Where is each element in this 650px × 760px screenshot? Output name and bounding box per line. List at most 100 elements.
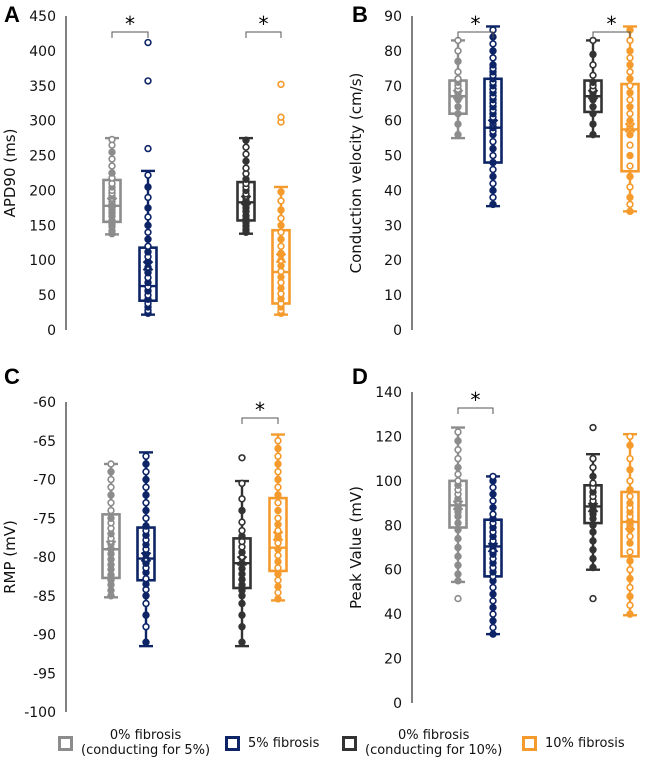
y-axis-label-c: RMP (mV) xyxy=(1,520,19,594)
data-point xyxy=(242,164,250,172)
data-point xyxy=(589,130,597,139)
data-point xyxy=(107,468,115,476)
mean-marker xyxy=(487,542,499,553)
data-point xyxy=(626,109,634,118)
y-tick-label: -60 xyxy=(33,395,56,411)
data-point xyxy=(489,158,497,167)
data-point xyxy=(489,61,497,69)
y-tick-label: 10 xyxy=(384,288,402,304)
data-point xyxy=(107,483,115,491)
mean-marker xyxy=(272,530,284,542)
data-point xyxy=(454,75,462,83)
data-point xyxy=(489,179,497,188)
mean-marker xyxy=(624,520,636,531)
data-point xyxy=(142,623,150,631)
panel-c: C -100 -95 -90 -85 -80 -75 -70 -65 -60 RMP (mV) * xyxy=(1,364,288,721)
data-point xyxy=(274,570,282,578)
y-tick-label: 400 xyxy=(29,44,56,60)
data-point xyxy=(142,514,150,522)
box-group-a-0pct-10 xyxy=(236,136,256,237)
data-point xyxy=(454,109,462,118)
box-group-a-10pct xyxy=(271,80,291,317)
data-point xyxy=(142,468,150,476)
data-point xyxy=(489,583,497,592)
legend-swatch-0pct-10 xyxy=(342,735,357,751)
mean-marker xyxy=(587,89,599,100)
data-point xyxy=(238,611,246,619)
data-point xyxy=(626,75,634,83)
data-point xyxy=(589,36,597,45)
data-point xyxy=(626,200,634,209)
y-tick-label: -85 xyxy=(33,589,56,605)
data-point xyxy=(274,520,282,529)
data-point xyxy=(626,103,634,111)
box-group-d-10pct xyxy=(620,432,640,618)
data-point xyxy=(454,577,462,585)
outlier-point xyxy=(238,454,246,462)
data-point xyxy=(454,470,462,478)
significance-star: * xyxy=(471,12,481,36)
mean-marker xyxy=(487,118,499,130)
panel-label-a: A xyxy=(4,2,20,27)
data-point xyxy=(277,214,285,223)
panel-label-b: B xyxy=(352,2,368,27)
data-point xyxy=(144,193,152,202)
data-point xyxy=(144,183,152,191)
y-tick-label: -100 xyxy=(24,705,56,721)
data-point xyxy=(589,120,597,128)
data-point xyxy=(274,514,282,522)
data-point xyxy=(274,564,282,572)
data-point xyxy=(274,551,282,560)
data-point xyxy=(626,548,634,556)
box-group-a-5pct xyxy=(138,38,158,317)
y-tick-label: 0 xyxy=(393,323,402,339)
data-point xyxy=(242,143,250,151)
data-point xyxy=(142,611,150,619)
data-point xyxy=(489,597,497,605)
data-point xyxy=(589,521,597,529)
data-point xyxy=(142,506,150,515)
y-tick-label: 350 xyxy=(29,79,56,95)
data-point xyxy=(489,623,497,632)
data-point xyxy=(626,492,634,501)
y-tick-label: 20 xyxy=(384,652,402,668)
data-point xyxy=(274,468,282,476)
box-group-c-0pct-10 xyxy=(232,454,252,648)
data-point xyxy=(489,630,497,638)
data-point xyxy=(626,82,634,90)
data-point xyxy=(589,463,597,472)
data-point xyxy=(277,221,285,230)
y-tick-label: 100 xyxy=(29,253,56,269)
data-point xyxy=(626,532,634,541)
mean-marker xyxy=(105,540,117,551)
y-tick-label: -65 xyxy=(33,434,56,450)
data-point xyxy=(489,472,497,481)
data-point xyxy=(144,213,152,221)
significance-bracket xyxy=(457,31,494,38)
data-point xyxy=(107,506,115,515)
data-point xyxy=(107,460,115,468)
data-point xyxy=(454,120,462,128)
data-point xyxy=(144,221,152,230)
data-point xyxy=(242,157,250,165)
data-point xyxy=(626,539,634,547)
data-point xyxy=(107,491,115,499)
data-point xyxy=(238,495,246,503)
y-axis-label-a: APD90 (ms) xyxy=(1,129,19,218)
data-point xyxy=(454,519,462,527)
data-point xyxy=(242,150,250,158)
data-point xyxy=(626,47,634,55)
data-point xyxy=(238,599,246,608)
data-point xyxy=(277,235,285,243)
data-point xyxy=(626,54,634,62)
data-point xyxy=(274,557,282,566)
data-point xyxy=(589,50,597,59)
data-point xyxy=(626,466,634,474)
data-point xyxy=(489,47,497,55)
data-point xyxy=(454,103,462,111)
data-point xyxy=(274,475,282,484)
data-point xyxy=(626,441,634,450)
data-point xyxy=(238,518,246,526)
y-tick-label: 150 xyxy=(29,218,56,234)
data-point xyxy=(142,638,150,646)
